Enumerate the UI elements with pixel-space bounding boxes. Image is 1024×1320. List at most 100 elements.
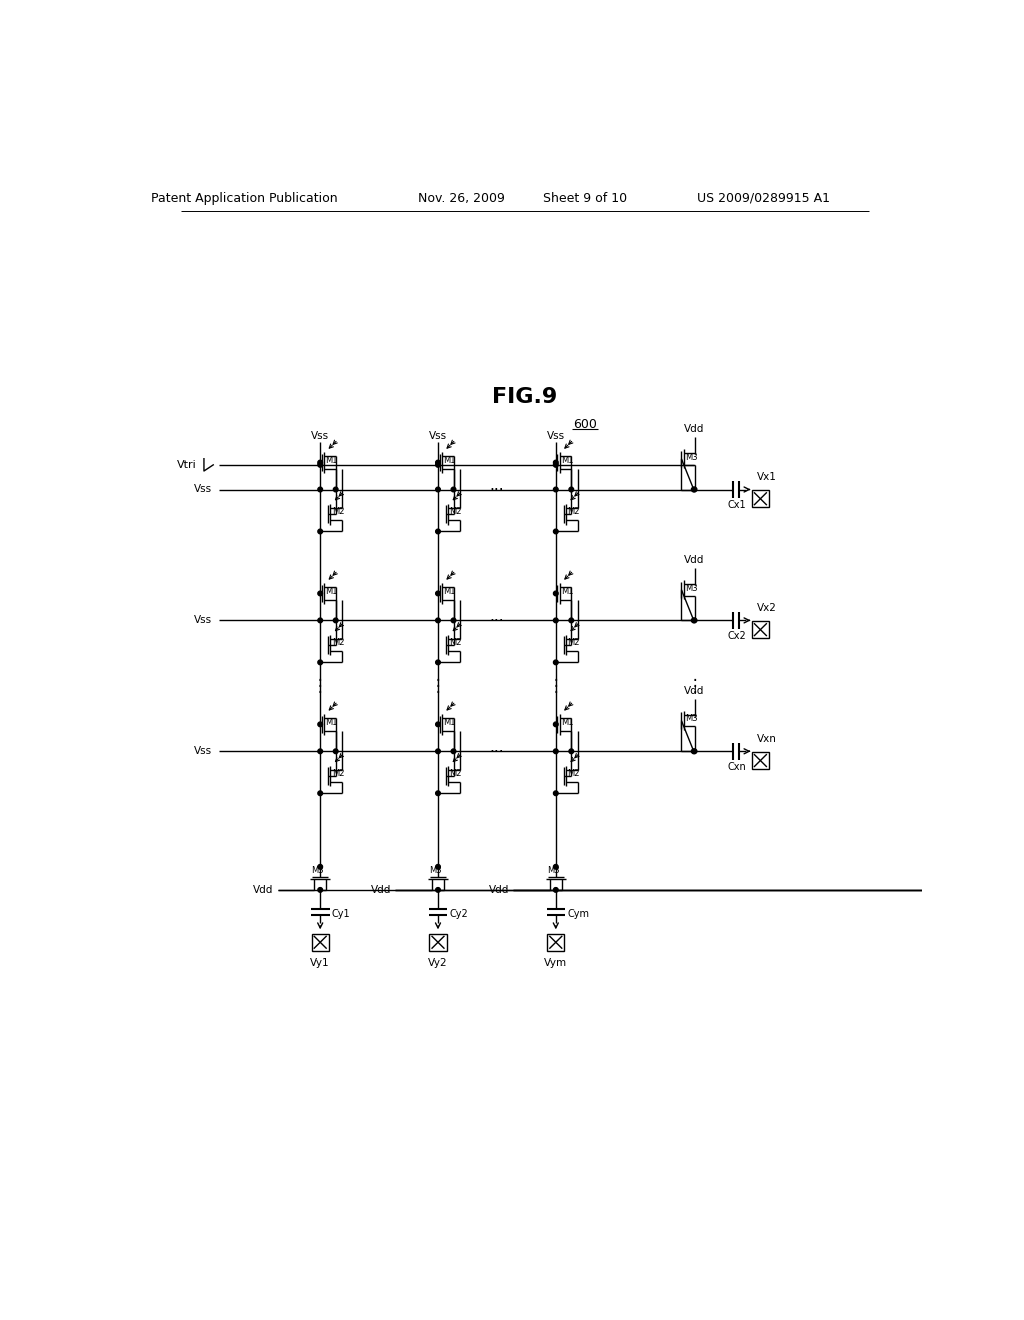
Circle shape (691, 748, 696, 754)
Bar (752, 622, 769, 638)
Bar (547, 933, 564, 950)
Circle shape (317, 462, 323, 467)
Text: Cy1: Cy1 (332, 908, 350, 919)
Circle shape (452, 487, 456, 492)
Text: 600: 600 (573, 417, 597, 430)
Text: M2: M2 (567, 770, 580, 777)
Circle shape (554, 618, 558, 623)
Circle shape (452, 748, 456, 754)
Text: Patent Application Publication: Patent Application Publication (151, 191, 338, 205)
Text: M1: M1 (561, 586, 573, 595)
Bar (752, 752, 769, 770)
Text: M1: M1 (326, 718, 338, 726)
Circle shape (554, 529, 558, 533)
Circle shape (435, 618, 440, 623)
Text: Cx1: Cx1 (728, 500, 746, 511)
Bar (752, 490, 769, 507)
Circle shape (452, 618, 456, 623)
Text: Vss: Vss (194, 746, 212, 756)
Text: M2: M2 (332, 507, 344, 516)
Text: M2: M2 (567, 639, 580, 647)
Circle shape (317, 529, 323, 533)
Text: M2: M2 (450, 770, 462, 777)
Circle shape (435, 791, 440, 796)
Circle shape (435, 529, 440, 533)
Text: M3: M3 (311, 866, 325, 875)
Text: Vss: Vss (194, 615, 212, 626)
Circle shape (334, 487, 338, 492)
Circle shape (554, 722, 558, 726)
Text: M1: M1 (443, 718, 456, 726)
Text: Cym: Cym (567, 908, 590, 919)
Text: Vss: Vss (194, 484, 212, 495)
Circle shape (435, 462, 440, 467)
Text: M3: M3 (685, 714, 697, 723)
Circle shape (554, 865, 558, 869)
Text: ⋮: ⋮ (548, 677, 564, 694)
Text: Cx2: Cx2 (728, 631, 746, 642)
Circle shape (554, 791, 558, 796)
Text: Vdd: Vdd (253, 884, 273, 895)
Circle shape (554, 461, 558, 465)
Circle shape (554, 887, 558, 892)
Circle shape (435, 591, 440, 595)
Text: ...: ... (489, 478, 504, 494)
Text: Vdd: Vdd (488, 884, 509, 895)
Text: Vdd: Vdd (684, 425, 705, 434)
Circle shape (317, 887, 323, 892)
Circle shape (691, 618, 696, 623)
Text: M1: M1 (326, 455, 338, 465)
Circle shape (435, 660, 440, 665)
Circle shape (435, 461, 440, 465)
Text: M1: M1 (443, 586, 456, 595)
Text: US 2009/0289915 A1: US 2009/0289915 A1 (697, 191, 830, 205)
Text: Vss: Vss (547, 430, 565, 441)
Text: Vy1: Vy1 (310, 958, 330, 968)
Circle shape (435, 487, 440, 492)
Circle shape (569, 748, 573, 754)
Circle shape (317, 865, 323, 869)
Circle shape (692, 618, 697, 623)
Text: Vxn: Vxn (757, 734, 776, 744)
Text: Vdd: Vdd (371, 884, 391, 895)
Text: Cy2: Cy2 (450, 908, 468, 919)
Circle shape (554, 487, 558, 492)
Text: M2: M2 (332, 639, 344, 647)
Circle shape (691, 487, 696, 492)
Circle shape (435, 748, 440, 754)
Circle shape (569, 618, 573, 623)
Circle shape (435, 722, 440, 726)
Text: M1: M1 (443, 455, 456, 465)
Text: M2: M2 (567, 507, 580, 516)
Bar (311, 933, 329, 950)
Circle shape (692, 487, 697, 492)
Circle shape (554, 591, 558, 595)
Circle shape (554, 748, 558, 754)
Text: Vx2: Vx2 (757, 603, 776, 612)
Text: ...: ... (489, 609, 504, 624)
Circle shape (569, 487, 573, 492)
Text: M1: M1 (561, 455, 573, 465)
Text: ...: ... (489, 741, 504, 755)
Text: M1: M1 (326, 586, 338, 595)
Text: Cxn: Cxn (728, 762, 746, 772)
Text: M3: M3 (547, 866, 560, 875)
Circle shape (334, 748, 338, 754)
Text: Vy2: Vy2 (428, 958, 447, 968)
Text: M3: M3 (685, 453, 697, 462)
Text: ⋮: ⋮ (312, 677, 329, 694)
Text: Vx1: Vx1 (757, 473, 776, 482)
Circle shape (334, 618, 338, 623)
Circle shape (317, 591, 323, 595)
Text: Nov. 26, 2009: Nov. 26, 2009 (418, 191, 505, 205)
Text: Vym: Vym (544, 958, 567, 968)
Text: Vtri: Vtri (176, 459, 197, 470)
Text: ⋮: ⋮ (686, 677, 702, 694)
Text: Sheet 9 of 10: Sheet 9 of 10 (543, 191, 628, 205)
Text: M2: M2 (332, 770, 344, 777)
Circle shape (435, 865, 440, 869)
Text: M2: M2 (450, 639, 462, 647)
Text: M1: M1 (561, 718, 573, 726)
Circle shape (317, 748, 323, 754)
Circle shape (692, 748, 697, 754)
